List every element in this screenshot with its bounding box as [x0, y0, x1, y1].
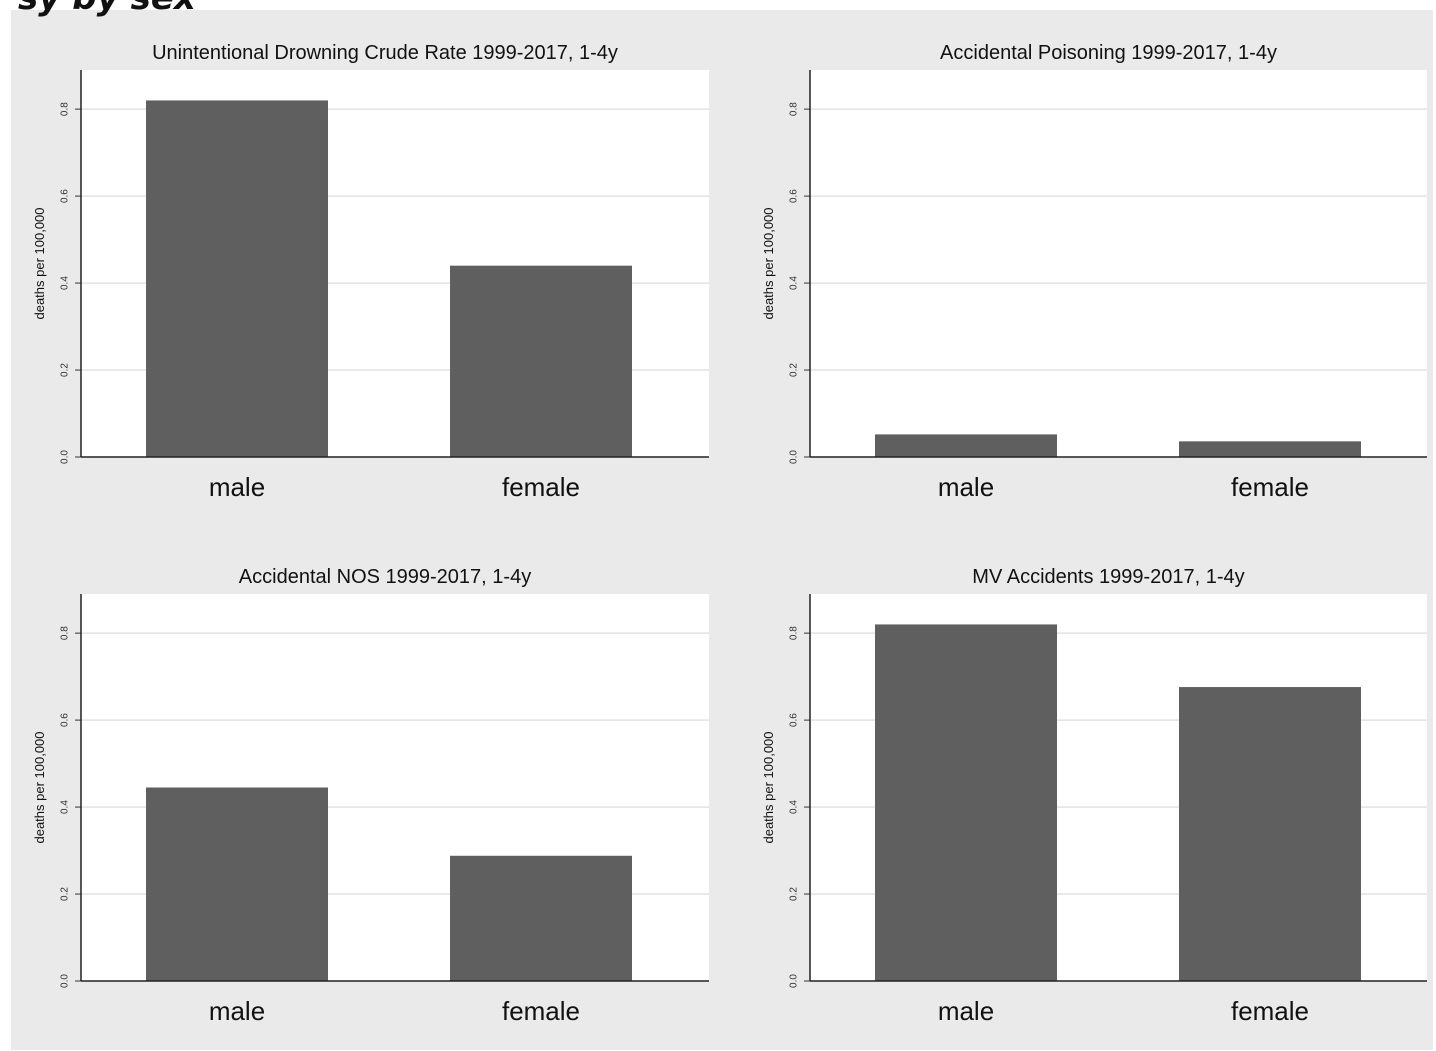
plot-area — [810, 70, 1427, 457]
x-category-label: male — [938, 996, 994, 1026]
y-tick-label: 0.0 — [789, 450, 800, 464]
x-category-label: female — [1231, 996, 1309, 1026]
chart-panel-drowning: Unintentional Drowning Crude Rate 1999-2… — [32, 42, 709, 502]
y-tick-label: 0.0 — [60, 450, 71, 464]
y-tick-label: 0.6 — [60, 713, 71, 727]
x-category-label: male — [938, 472, 994, 502]
bar-male — [875, 624, 1057, 981]
y-tick-label: 0.2 — [60, 887, 71, 901]
y-tick-label: 0.0 — [60, 974, 71, 988]
x-category-label: female — [502, 996, 580, 1026]
chart-title: Accidental NOS 1999-2017, 1-4y — [239, 566, 531, 588]
x-category-label: female — [1231, 472, 1309, 502]
x-category-label: female — [502, 472, 580, 502]
y-axis-label: deaths per 100,000 — [761, 731, 776, 843]
y-tick-label: 0.6 — [60, 189, 71, 203]
bar-female — [450, 265, 632, 457]
bar-female — [450, 855, 632, 981]
y-tick-label: 0.8 — [60, 102, 71, 116]
y-tick-label: 0.4 — [789, 800, 800, 814]
y-axis-label: deaths per 100,000 — [32, 207, 47, 319]
chart-panel-accidental-nos: Accidental NOS 1999-2017, 1-4y 0.0 0.2 0.4 0… — [32, 566, 709, 1026]
chart-panel-mv-accidents: MV Accidents 1999-2017, 1-4y 0.0 0.2 0.4 0.6… — [761, 566, 1427, 1026]
clipped-header-text: sy by sex — [18, 0, 196, 18]
chart-title: MV Accidents 1999-2017, 1-4y — [972, 566, 1244, 588]
y-axis-label: deaths per 100,000 — [761, 207, 776, 319]
y-tick-label: 0.8 — [789, 626, 800, 640]
bar-male — [146, 100, 328, 457]
bar-male — [875, 434, 1057, 457]
y-tick-label: 0.6 — [789, 189, 800, 203]
y-tick-label: 0.8 — [60, 626, 71, 640]
chart-panel-poisoning: Accidental Poisoning 1999-2017, 1-4y 0.0 0… — [761, 42, 1427, 502]
y-tick-label: 0.6 — [789, 713, 800, 727]
y-tick-label: 0.4 — [60, 276, 71, 290]
y-tick-label: 0.0 — [789, 974, 800, 988]
y-tick-label: 0.2 — [60, 363, 71, 377]
y-axis-label: deaths per 100,000 — [32, 731, 47, 843]
bar-female — [1179, 687, 1361, 981]
y-tick-label: 0.2 — [789, 887, 800, 901]
y-tick-label: 0.8 — [789, 102, 800, 116]
y-tick-label: 0.4 — [789, 276, 800, 290]
x-category-label: male — [209, 996, 265, 1026]
chart-title: Unintentional Drowning Crude Rate 1999-2… — [152, 42, 618, 64]
x-category-label: male — [209, 472, 265, 502]
chart-title: Accidental Poisoning 1999-2017, 1-4y — [940, 42, 1277, 64]
bar-male — [146, 787, 328, 981]
y-tick-label: 0.4 — [60, 800, 71, 814]
y-tick-label: 0.2 — [789, 363, 800, 377]
bar-female — [1179, 441, 1361, 457]
